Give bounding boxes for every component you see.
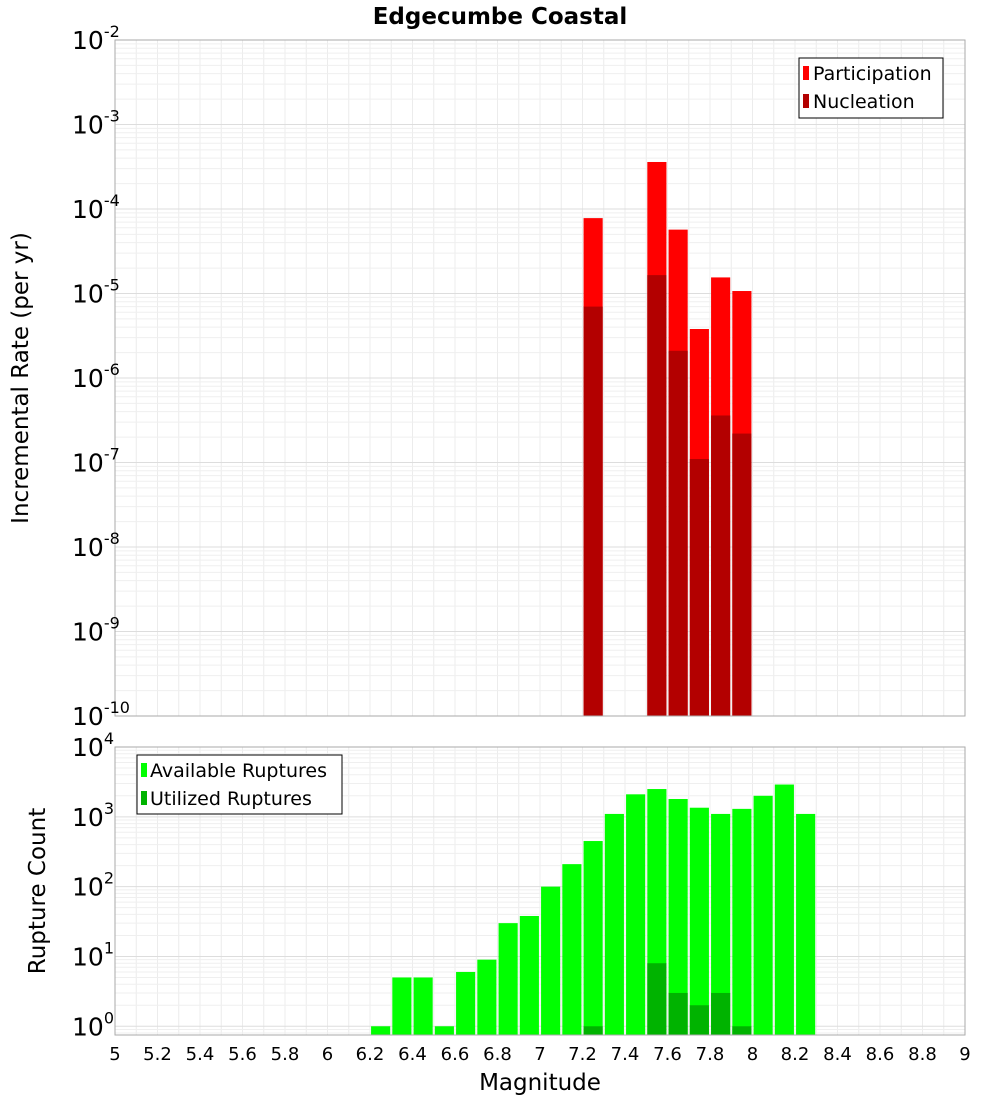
- legend-utilized-swatch: [141, 791, 147, 805]
- bottom-bar-s1: [626, 794, 646, 1035]
- bottom-bar-s1: [434, 1026, 454, 1035]
- x-tick-label: 6.2: [356, 1044, 385, 1065]
- bottom-bar-s1: [689, 807, 709, 1035]
- legend-nucleation-swatch: [803, 94, 809, 108]
- x-tick-label: 5.2: [143, 1044, 172, 1065]
- top-y-tick-label: 10-7: [72, 445, 120, 478]
- top-y-tick-label: 10-5: [72, 276, 120, 309]
- top-grid: [114, 39, 966, 717]
- top-legend: Participation Nucleation: [798, 57, 944, 119]
- bottom-bar-s2: [647, 963, 667, 1035]
- legend-participation-label: Participation: [813, 63, 932, 85]
- bottom-bar-s1: [541, 886, 561, 1035]
- top-y-tick-label: 10-6: [72, 360, 120, 393]
- top-panel: 10-10 10-9 10-8 10-7 10-6 10-5 10-4 10-3 10-2 In…: [8, 22, 966, 731]
- top-y-ticks: 10-10 10-9 10-8 10-7 10-6 10-5 10-4 10-3 10-2: [72, 22, 130, 731]
- legend-available-swatch: [141, 763, 147, 777]
- x-ticks: 5 5.2 5.4 5.6 5.8 6 6.2 6.4 6.6 6.8 7 7.2 7.4 7.6 7.8 8…: [109, 1044, 970, 1065]
- bottom-bar-s2: [668, 992, 688, 1035]
- bottom-y-ticks: 100 101 102 103 104: [72, 729, 114, 1041]
- bottom-bar-s1: [604, 813, 624, 1035]
- bottom-bar-s1: [774, 784, 794, 1035]
- top-bar-s2: [689, 459, 709, 716]
- bottom-bar-s2: [732, 1026, 752, 1035]
- bottom-bar-s1: [711, 813, 731, 1035]
- legend-available-label: Available Ruptures: [150, 760, 327, 782]
- bottom-y-tick-label: 104: [72, 729, 114, 762]
- bottom-bar-s2: [711, 992, 731, 1035]
- bottom-legend: Available Ruptures Utilized Ruptures: [136, 754, 343, 815]
- x-tick-label: 5.4: [186, 1044, 215, 1065]
- bottom-bar-s1: [413, 977, 433, 1035]
- x-axis-label: Magnitude: [479, 1070, 601, 1096]
- x-tick-label: 6.4: [398, 1044, 427, 1065]
- top-y-axis-label: Incremental Rate (per yr): [8, 232, 34, 524]
- x-tick-label: 6.8: [483, 1044, 512, 1065]
- x-tick-label: 8.6: [866, 1044, 895, 1065]
- bottom-bar-s1: [732, 808, 752, 1035]
- legend-utilized-label: Utilized Ruptures: [150, 788, 312, 810]
- top-legend-box: [798, 57, 944, 119]
- bottom-legend-box: [136, 754, 343, 815]
- x-tick-label: 7.2: [568, 1044, 597, 1065]
- x-tick-label: 9: [959, 1044, 970, 1065]
- top-bar-s2: [711, 415, 731, 716]
- bottom-y-tick-label: 102: [72, 869, 114, 902]
- x-tick-label: 7.8: [696, 1044, 725, 1065]
- bottom-plot-border: [114, 746, 966, 1036]
- bottom-bar-s1: [796, 813, 816, 1035]
- bottom-bar-s1: [753, 795, 773, 1035]
- top-y-tick-label: 10-2: [72, 22, 120, 55]
- bottom-bar-s1: [498, 923, 518, 1035]
- bottom-grid: [114, 746, 966, 1035]
- x-tick-label: 6.6: [441, 1044, 470, 1065]
- bottom-y-tick-label: 100: [72, 1008, 114, 1041]
- top-bar-s2: [732, 433, 752, 716]
- bottom-bar-s1: [392, 977, 412, 1035]
- bottom-bar-s2: [583, 1026, 603, 1035]
- top-bar-s2: [583, 306, 603, 716]
- bottom-bar-s1: [583, 841, 603, 1035]
- top-plot-border: [114, 39, 966, 717]
- top-y-tick-label: 10-10: [72, 698, 130, 731]
- x-tick-label: 7.4: [611, 1044, 640, 1065]
- bottom-bar-s1: [562, 864, 582, 1035]
- x-tick-label: 8.2: [781, 1044, 810, 1065]
- bottom-y-axis-label: Rupture Count: [25, 808, 51, 974]
- top-bar-s2: [668, 350, 688, 716]
- bottom-bars: [371, 784, 816, 1035]
- bottom-panel: 100 101 102 103 104 5 5.2 5.4 5.6 5.8 6 6.2 6.4 6.6 6…: [25, 729, 971, 1096]
- legend-participation-swatch: [803, 66, 809, 80]
- bottom-bar-s1: [371, 1026, 391, 1035]
- bottom-y-tick-label: 103: [72, 799, 114, 832]
- legend-nucleation-label: Nucleation: [813, 91, 915, 113]
- bottom-bar-s1: [519, 915, 539, 1035]
- bottom-y-tick-label: 101: [72, 938, 114, 971]
- chart-title: Edgecumbe Coastal: [373, 4, 628, 30]
- bottom-bar-s2: [689, 1005, 709, 1035]
- x-tick-label: 7: [534, 1044, 545, 1065]
- x-tick-label: 5.6: [228, 1044, 257, 1065]
- top-bars: [583, 161, 752, 716]
- top-y-tick-label: 10-4: [72, 191, 120, 224]
- x-tick-label: 6: [322, 1044, 333, 1065]
- top-y-tick-label: 10-8: [72, 529, 120, 562]
- bottom-bar-s1: [477, 959, 497, 1035]
- top-y-tick-label: 10-9: [72, 614, 120, 647]
- x-tick-label: 8: [747, 1044, 758, 1065]
- x-tick-label: 7.6: [653, 1044, 682, 1065]
- bottom-bar-s1: [668, 798, 688, 1035]
- x-tick-label: 5.8: [271, 1044, 300, 1065]
- x-tick-label: 5: [109, 1044, 120, 1065]
- x-tick-label: 8.4: [823, 1044, 852, 1065]
- top-y-tick-label: 10-3: [72, 107, 120, 140]
- top-bar-s2: [647, 275, 667, 716]
- x-tick-label: 8.8: [908, 1044, 937, 1065]
- bottom-bar-s1: [456, 971, 476, 1035]
